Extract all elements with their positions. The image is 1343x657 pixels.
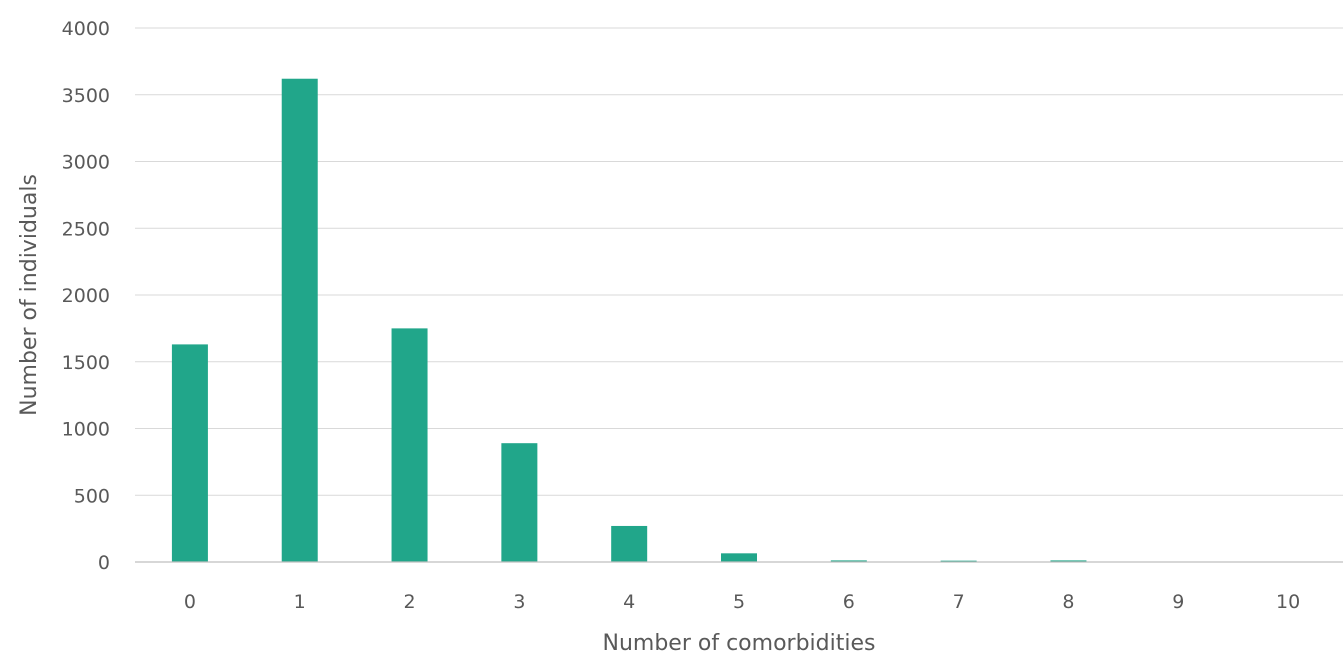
x-tick-label: 3 bbox=[513, 591, 525, 613]
x-tick-labels: 0 1 2 3 4 5 6 7 8 9 10 bbox=[184, 591, 1300, 613]
bar-1 bbox=[281, 78, 318, 562]
bar-0 bbox=[171, 344, 208, 562]
bar-3 bbox=[501, 443, 538, 562]
x-tick-label: 9 bbox=[1172, 591, 1184, 613]
y-tick-label: 4000 bbox=[62, 18, 110, 40]
bar-2 bbox=[391, 328, 428, 562]
bar-6 bbox=[830, 560, 867, 562]
y-tick-label: 3000 bbox=[62, 152, 110, 174]
x-tick-label: 10 bbox=[1276, 591, 1300, 613]
y-tick-label: 1500 bbox=[62, 352, 110, 374]
x-tick-label: 1 bbox=[294, 591, 306, 613]
x-axis-title: Number of comorbidities bbox=[603, 631, 876, 656]
y-tick-labels: 0 500 1000 1500 2000 2500 3000 3500 4000 bbox=[62, 18, 110, 574]
x-tick-label: 0 bbox=[184, 591, 196, 613]
bar-4 bbox=[611, 525, 648, 562]
bars bbox=[171, 78, 1087, 562]
x-tick-label: 7 bbox=[953, 591, 965, 613]
x-tick-label: 5 bbox=[733, 591, 745, 613]
bar-8 bbox=[1050, 560, 1087, 562]
y-tick-label: 0 bbox=[98, 552, 110, 574]
y-tick-label: 1000 bbox=[62, 419, 110, 441]
bar-5 bbox=[721, 553, 757, 562]
bar-7 bbox=[940, 560, 977, 562]
y-tick-label: 500 bbox=[74, 485, 110, 507]
gridlines bbox=[135, 27, 1343, 496]
x-tick-label: 6 bbox=[843, 591, 855, 613]
y-axis-title: Number of individuals bbox=[17, 174, 42, 416]
x-tick-label: 8 bbox=[1062, 591, 1074, 613]
x-tick-label: 4 bbox=[623, 591, 635, 613]
y-tick-label: 2500 bbox=[62, 218, 110, 240]
x-tick-label: 2 bbox=[403, 591, 415, 613]
y-tick-label: 3500 bbox=[62, 85, 110, 107]
y-tick-label: 2000 bbox=[62, 285, 110, 307]
